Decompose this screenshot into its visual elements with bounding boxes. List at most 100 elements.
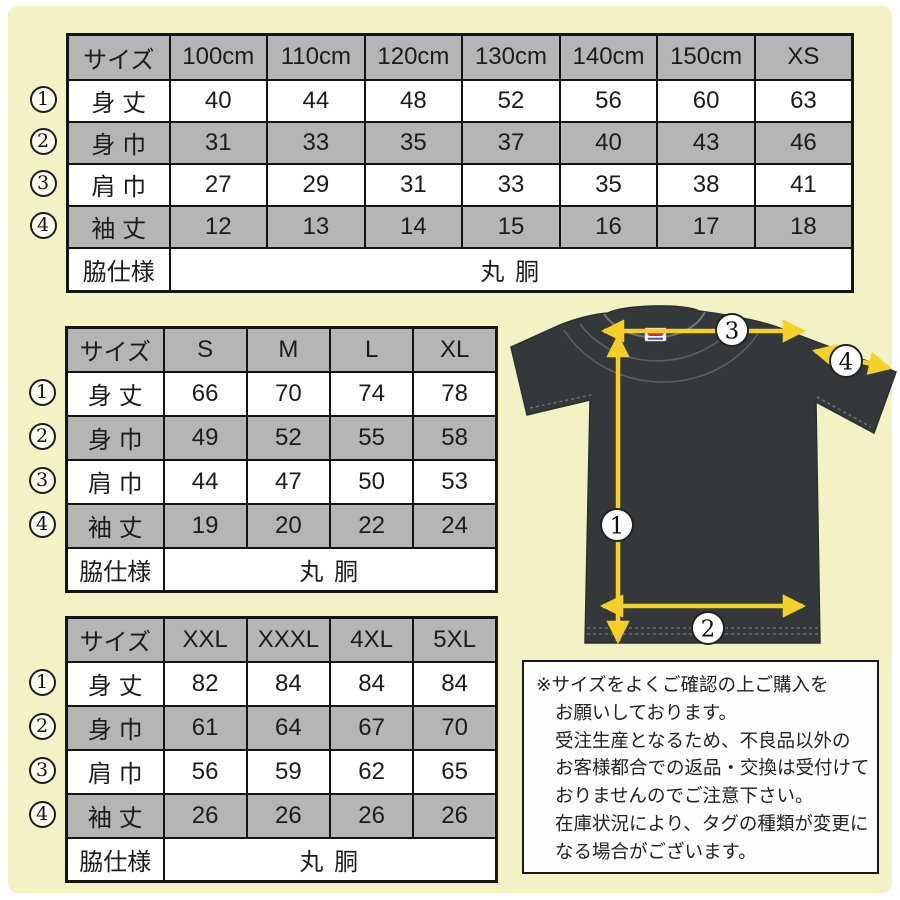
size-table-large: サイズ XXL XXXL 4XL 5XL 身 丈 82 84 84 84 身 巾 61 64 67 70 肩 … xyxy=(65,616,498,883)
measurement-value-cell: 20 xyxy=(245,502,332,549)
row-marker-1: 1 xyxy=(28,668,56,696)
measurement-value-cell: 52 xyxy=(245,414,332,461)
size-column-header: 150cm xyxy=(656,33,756,81)
measurement-value-cell: 84 xyxy=(245,660,332,707)
measurement-row-label: 身 丈 xyxy=(66,78,171,123)
measurement-value-cell: 15 xyxy=(461,204,561,249)
svg-text:4: 4 xyxy=(839,349,854,375)
measurement-value-cell: 60 xyxy=(656,78,756,123)
measurement-row-label: 身 巾 xyxy=(66,120,171,165)
tshirt-measurement-diagram: 1 2 3 4 xyxy=(505,303,900,660)
measurement-value-cell: 13 xyxy=(266,204,366,249)
measurement-value-cell: 74 xyxy=(328,370,415,417)
measurement-value-cell: 27 xyxy=(168,162,269,207)
measurement-value-cell: 12 xyxy=(168,204,269,249)
row-markers: 1 2 3 4 xyxy=(19,616,65,836)
measurement-value-cell: 26 xyxy=(328,792,415,839)
size-column-header: XXXL xyxy=(245,616,332,663)
measurement-value-cell: 59 xyxy=(245,748,332,795)
measurement-value-cell: 62 xyxy=(328,748,415,795)
row-markers: 1 2 3 4 xyxy=(20,33,66,246)
measurement-row-label: 身 丈 xyxy=(65,370,165,417)
measurement-value-cell: 22 xyxy=(328,502,415,549)
measurement-value-cell: 17 xyxy=(656,204,756,249)
notice-line: 受注生産となるため、不良品以外の xyxy=(555,729,851,751)
purchase-notice: ※サイズをよくご確認の上ご購入をお願いしております。受注生産となるため、不良品以… xyxy=(522,660,879,874)
measurement-value-cell: 53 xyxy=(412,458,498,505)
measurement-value-cell: 49 xyxy=(162,414,248,461)
measurement-row-label: 身 巾 xyxy=(65,414,165,461)
notice-line: おりませんのでご注意下さい。 xyxy=(555,785,814,807)
svg-text:1: 1 xyxy=(610,513,625,539)
measurement-value-cell: 58 xyxy=(412,414,498,461)
measurement-value-cell: 66 xyxy=(162,370,248,417)
right-sleeve-stitch xyxy=(816,396,872,428)
notice-line: お客様都合での返品・交換は受付けて xyxy=(555,757,870,779)
measurement-value-cell: 41 xyxy=(753,162,854,207)
size-column-header: 4XL xyxy=(328,616,415,663)
row-marker-2: 2 xyxy=(28,422,56,450)
measurement-value-cell: 52 xyxy=(461,78,561,123)
notice-line: お願いしております。 xyxy=(555,701,738,723)
size-column-header: 5XL xyxy=(412,616,498,663)
measurement-value-cell: 47 xyxy=(245,458,332,505)
measurement-value-cell: 46 xyxy=(753,120,854,165)
measurement-value-cell: 70 xyxy=(412,704,498,751)
measurement-value-cell: 50 xyxy=(328,458,415,505)
measurement-value-cell: 44 xyxy=(162,458,248,505)
measurement-value-cell: 61 xyxy=(162,704,248,751)
notice-line: ※サイズをよくご確認の上ご購入を xyxy=(536,674,829,695)
size-column-header: 140cm xyxy=(558,33,659,81)
side-spec-label: 脇仕様 xyxy=(66,246,171,293)
measurement-value-cell: 37 xyxy=(461,120,561,165)
size-column-header: M xyxy=(245,326,332,373)
row-markers: 1 2 3 4 xyxy=(19,326,65,546)
size-column-header: 120cm xyxy=(363,33,464,81)
measurement-value-cell: 56 xyxy=(558,78,659,123)
side-spec-value: 丸 胴 xyxy=(168,246,854,293)
measurement-value-cell: 65 xyxy=(412,748,498,795)
measurement-value-cell: 19 xyxy=(162,502,248,549)
size-column-header: 130cm xyxy=(461,33,561,81)
marker-body-length: 1 xyxy=(600,508,634,542)
side-spec-value: 丸 胴 xyxy=(162,836,498,883)
size-column-header: XXL xyxy=(162,616,248,663)
measurement-value-cell: 26 xyxy=(412,792,498,839)
size-label-header: サイズ xyxy=(65,326,165,373)
size-column-header: S xyxy=(162,326,248,373)
marker-sleeve-length: 4 xyxy=(829,344,863,378)
row-marker-1: 1 xyxy=(28,378,56,406)
measurement-value-cell: 35 xyxy=(558,162,659,207)
size-column-header: 110cm xyxy=(266,33,366,81)
measurement-row-label: 肩 巾 xyxy=(66,162,171,207)
marker-shoulder-width: 3 xyxy=(715,313,749,347)
measurement-value-cell: 78 xyxy=(412,370,498,417)
measurement-value-cell: 43 xyxy=(656,120,756,165)
marker-body-width: 2 xyxy=(691,611,725,645)
measurement-value-cell: 40 xyxy=(558,120,659,165)
size-table-adult-section: 1 2 3 4 サイズ S M L XL 身 丈 66 70 74 78 身 巾 49 52 55 58 肩 巾 44… xyxy=(19,326,498,593)
row-marker-3: 3 xyxy=(29,169,57,197)
measurement-value-cell: 84 xyxy=(328,660,415,707)
svg-text:3: 3 xyxy=(725,318,740,344)
size-table-kids: サイズ 100cm 110cm 120cm 130cm 140cm 150cm XS 身 丈 40… xyxy=(66,33,854,293)
measurement-value-cell: 31 xyxy=(168,120,269,165)
size-column-header: XS xyxy=(753,33,854,81)
measurement-value-cell: 24 xyxy=(412,502,498,549)
measurement-value-cell: 35 xyxy=(363,120,464,165)
row-marker-1: 1 xyxy=(29,85,57,113)
notice-line: なる場合がございます。 xyxy=(555,840,757,862)
notice-line: 在庫状況により、タグの種類が変更に xyxy=(555,812,869,834)
size-label-header: サイズ xyxy=(66,33,171,81)
measurement-value-cell: 56 xyxy=(162,748,248,795)
measurement-value-cell: 33 xyxy=(266,120,366,165)
measurement-value-cell: 33 xyxy=(461,162,561,207)
row-marker-2: 2 xyxy=(28,712,56,740)
row-marker-3: 3 xyxy=(28,756,56,784)
svg-text:2: 2 xyxy=(701,616,716,642)
measurement-value-cell: 70 xyxy=(245,370,332,417)
measurement-value-cell: 26 xyxy=(162,792,248,839)
size-column-header: L xyxy=(328,326,415,373)
